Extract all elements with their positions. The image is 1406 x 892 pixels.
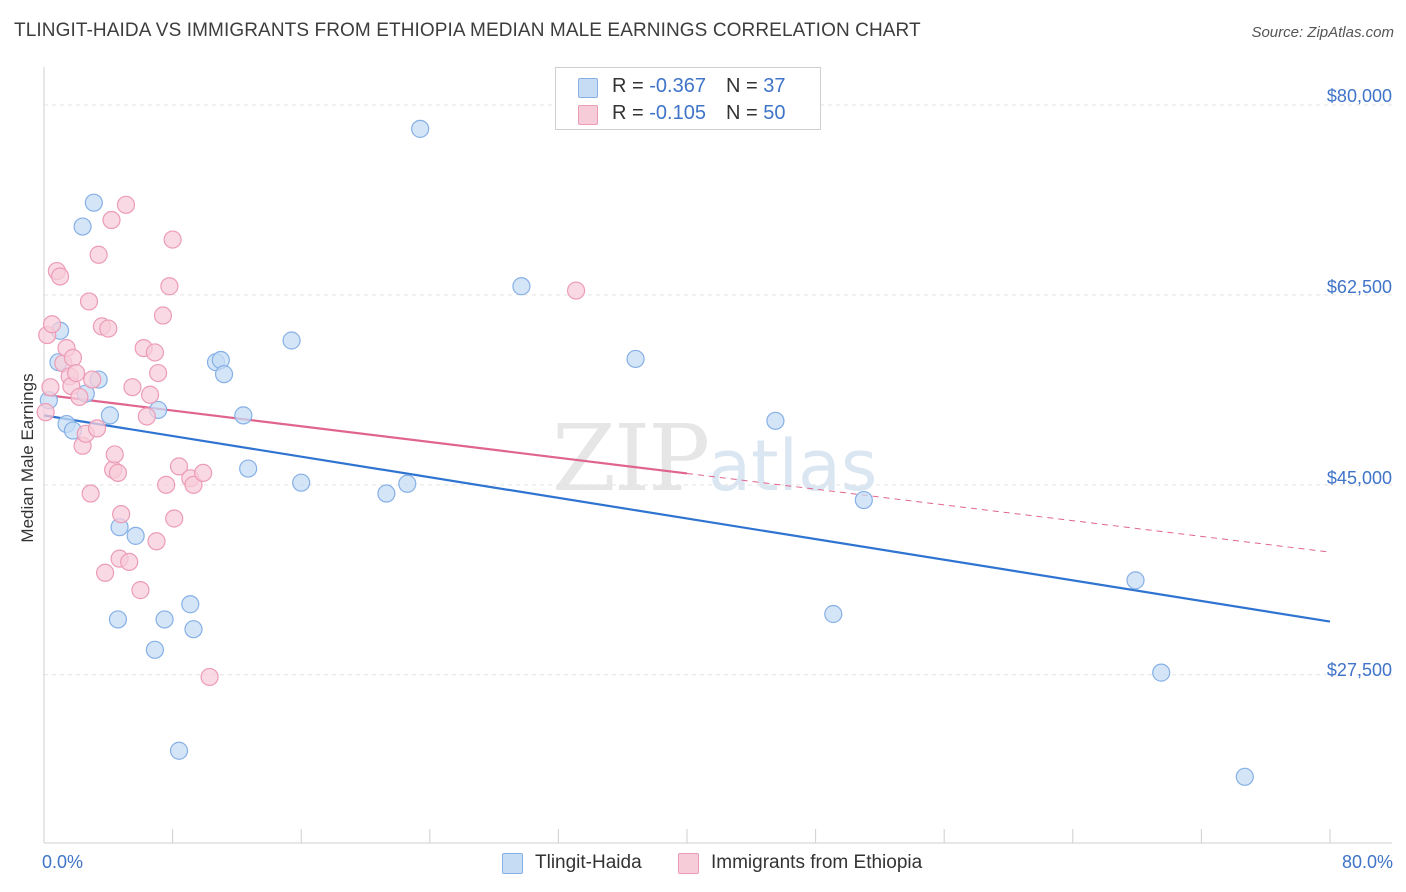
data-point-ethiopia: [145, 343, 165, 362]
data-point-tlingit-haida: [1235, 767, 1254, 786]
data-point-tlingit-haida: [239, 459, 258, 478]
data-point-ethiopia: [160, 277, 179, 296]
data-point-tlingit-haida: [169, 741, 189, 760]
data-point-ethiopia: [63, 348, 83, 367]
data-point-tlingit-haida: [626, 349, 645, 369]
data-point-ethiopia: [50, 267, 70, 286]
data-point-ethiopia: [184, 475, 203, 494]
data-point-ethiopia: [157, 475, 176, 494]
legend-r-value: -0.105: [649, 102, 706, 124]
zipatlas-watermark: ZIPatlas: [552, 405, 877, 512]
correlation-legend: R = -0.367 N = 37 R = -0.105 N = 50: [555, 67, 821, 130]
data-point-tlingit-haida: [155, 610, 174, 629]
data-point-ethiopia: [194, 463, 213, 483]
legend-r-label: R =: [612, 75, 650, 97]
data-point-tlingit-haida: [411, 119, 430, 138]
legend-n-label: N =: [725, 102, 764, 124]
data-point-ethiopia: [131, 581, 150, 600]
bottom-legend-swatch-pink: [678, 853, 699, 874]
data-point-ethiopia: [149, 363, 168, 383]
data-point-tlingit-haida: [100, 406, 120, 425]
data-point-ethiopia: [89, 245, 108, 264]
y-tick-45000: $45,000: [1326, 468, 1392, 488]
data-point-tlingit-haida: [512, 277, 531, 296]
source-label: Source: ZipAtlas.com: [1251, 24, 1394, 41]
data-point-tlingit-haida: [824, 604, 843, 624]
data-point-ethiopia: [140, 385, 160, 404]
data-point-ethiopia: [163, 230, 182, 249]
data-point-ethiopia: [200, 667, 219, 687]
data-point-tlingit-haida: [126, 526, 145, 545]
trend-line-extension-ethiopia: [686, 472, 1331, 553]
data-point-ethiopia: [116, 195, 136, 214]
data-point-ethiopia: [112, 505, 131, 524]
data-point-tlingit-haida: [766, 411, 785, 430]
data-point-ethiopia: [108, 463, 128, 483]
legend-n-value: 37: [763, 75, 786, 97]
data-point-tlingit-haida: [184, 620, 203, 639]
data-point-tlingit-haida: [1126, 571, 1145, 590]
chart-title: TLINGIT-HAIDA VS IMMIGRANTS FROM ETHIOPI…: [14, 20, 921, 41]
trend-line-ethiopia: [43, 393, 688, 475]
data-point-tlingit-haida: [234, 406, 253, 425]
y-tick-80000: $80,000: [1326, 86, 1392, 106]
legend-r-value: -0.367: [649, 75, 706, 97]
data-point-tlingit-haida: [145, 640, 165, 659]
data-point-ethiopia: [42, 315, 62, 334]
legend-r-label: R =: [612, 102, 650, 124]
data-point-tlingit-haida: [84, 193, 103, 212]
legend-swatch-pink: [578, 105, 598, 125]
data-point-ethiopia: [87, 419, 107, 438]
data-point-ethiopia: [123, 378, 142, 397]
data-point-tlingit-haida: [377, 484, 396, 503]
y-axis-label: Median Male Earnings: [18, 373, 37, 543]
data-point-ethiopia: [105, 445, 124, 464]
data-point-ethiopia: [36, 403, 55, 422]
data-point-ethiopia: [83, 370, 102, 389]
data-point-ethiopia: [70, 387, 89, 407]
data-point-tlingit-haida: [73, 217, 92, 236]
axes: [43, 67, 1392, 844]
data-point-ethiopia: [102, 210, 121, 230]
data-point-tlingit-haida: [108, 610, 128, 629]
legend-n-value: 50: [763, 102, 786, 124]
watermark-zip: ZIP: [552, 405, 710, 512]
data-point-ethiopia: [67, 363, 86, 383]
data-point-ethiopia: [137, 407, 156, 426]
data-point-ethiopia: [41, 378, 60, 397]
data-point-ethiopia: [165, 509, 184, 528]
gridlines: [44, 104, 1392, 676]
data-point-tlingit-haida: [292, 473, 311, 492]
trend-line-tlingit-haida: [43, 414, 1331, 623]
data-point-tlingit-haida: [1152, 663, 1171, 682]
data-point-tlingit-haida: [214, 365, 234, 384]
data-point-ethiopia: [120, 552, 139, 572]
x-tick-80: 80.0%: [1341, 852, 1393, 872]
data-points: [36, 119, 1254, 786]
data-point-ethiopia: [566, 281, 586, 300]
data-point-ethiopia: [81, 484, 100, 503]
data-point-ethiopia: [79, 292, 99, 311]
y-tick-27500: $27,500: [1326, 660, 1392, 680]
data-point-tlingit-haida: [398, 474, 417, 493]
data-point-ethiopia: [95, 563, 115, 582]
data-point-tlingit-haida: [282, 331, 301, 350]
bottom-legend-label: Immigrants from Ethiopia: [711, 852, 923, 873]
data-point-ethiopia: [169, 457, 189, 476]
legend-swatch-blue: [578, 78, 598, 98]
legend-n-label: N =: [725, 75, 764, 97]
x-tick-0: 0.0%: [42, 852, 84, 872]
bottom-legend-swatch-blue: [502, 853, 523, 874]
data-point-tlingit-haida: [854, 490, 873, 510]
watermark-atlas: atlas: [708, 425, 878, 507]
data-point-ethiopia: [99, 319, 118, 338]
data-point-ethiopia: [147, 532, 166, 551]
y-tick-62500: $62,500: [1326, 277, 1392, 297]
bottom-legend-label: Tlingit-Haida: [535, 852, 642, 873]
data-point-tlingit-haida: [181, 595, 200, 614]
data-point-ethiopia: [153, 306, 173, 325]
